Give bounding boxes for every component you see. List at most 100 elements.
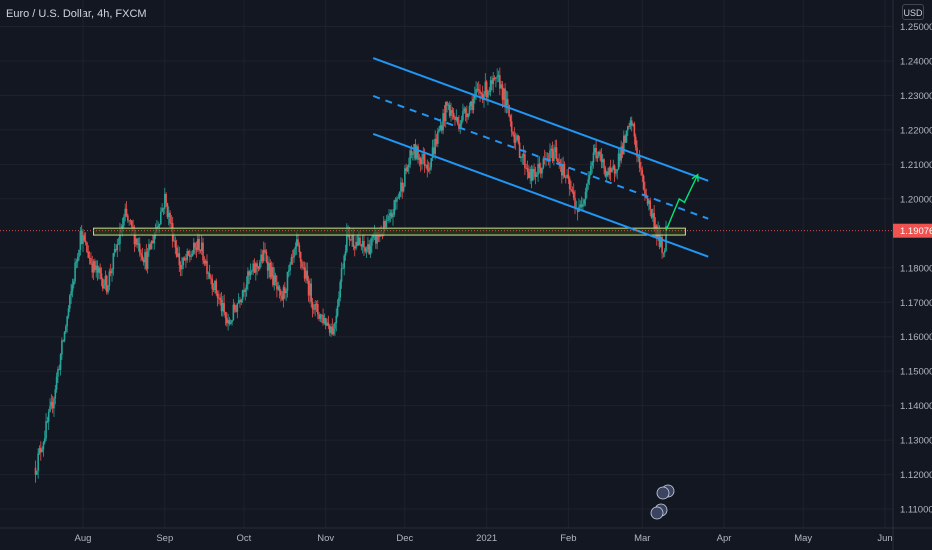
candle-body [101,278,104,289]
grid-layer [0,0,893,528]
candle-body [425,164,427,166]
candle-body [299,251,302,262]
candle-body [161,208,163,212]
candle-body [186,251,189,261]
candle-body [206,260,208,274]
candle-body [116,244,119,251]
candle-body [100,273,103,279]
candle-body [227,320,229,324]
candle-body [444,101,447,122]
last-price-tag [893,223,932,238]
candle-body [208,273,211,278]
candle-body [484,81,487,95]
candle-body [434,138,436,154]
candle-body [239,300,241,303]
candle-body [396,198,398,202]
candle-body [652,213,654,218]
candle-body [311,301,314,309]
candle-body [584,191,587,200]
candle-body [109,271,112,274]
event-marker-icon[interactable] [650,506,664,520]
candle-body [241,290,244,300]
candle-body [46,421,49,423]
candle-body [91,263,94,273]
candle-body [294,246,297,250]
candle-body [107,285,109,293]
candle-body [273,275,276,286]
candle-body [450,110,452,116]
candle-body [467,113,469,118]
candle-body [661,237,663,253]
candle-body [293,249,295,258]
x-tick-label: Mar [634,533,650,544]
candle-body [58,369,61,371]
candle-body [607,171,609,176]
candle-body [223,302,225,313]
candle-body [254,263,257,273]
candle-body [111,269,113,274]
candle-body [39,448,42,453]
candle-body [604,168,607,177]
candle-body [331,326,334,335]
candle-body [330,326,332,333]
candle-body [538,163,541,169]
candle-body [45,421,47,439]
candle-body [207,273,210,274]
candle-body [86,242,88,252]
candle-body [75,261,78,263]
y-tick-label: 1.25000 [900,22,932,33]
candle-body [306,270,309,281]
candle-body [535,175,538,177]
candle-body [530,169,533,181]
channel-lower-line[interactable] [372,132,709,258]
candle-body [532,168,534,181]
candle-body [264,249,266,252]
candle-body [108,271,111,286]
candle-body [529,169,531,179]
candle-body [534,172,537,177]
candle-body [510,121,513,132]
candle-body [485,81,488,98]
candle-body [204,260,207,264]
candle-body [166,203,169,217]
candle-body [595,148,597,159]
candle-body [477,89,480,91]
candle-body [493,77,496,79]
candle-body [37,453,39,471]
candle-body [454,117,456,120]
projection-path[interactable] [665,174,699,231]
event-marker-icon[interactable] [656,486,670,500]
candle-body [313,308,315,310]
x-tick-label: Feb [560,533,576,544]
candle-body [517,135,520,143]
support-zone[interactable] [93,227,686,236]
candle-body [566,174,568,178]
candle-body [170,223,173,224]
candle-body [365,249,368,252]
candle-body [499,75,501,89]
y-tick-label: 1.15000 [900,367,932,378]
candle-body [324,317,327,326]
candle-body [222,302,224,312]
candle-body [42,442,45,450]
candle-body [335,315,338,324]
candle-body [243,290,245,293]
candle-body [475,88,477,95]
candle-body [178,253,181,265]
candle-body [98,267,100,273]
candle-body [153,235,156,244]
y-tick-label: 1.11000 [900,505,932,516]
candle-body [149,244,152,250]
channel-upper-line[interactable] [372,57,709,182]
candle-body [509,116,512,122]
candle-body [402,186,405,192]
candle-body [219,297,221,300]
candle-body [305,270,307,279]
candle-body [591,162,593,166]
y-tick-label: 1.22000 [900,125,932,136]
y-tick-label: 1.14000 [900,401,932,412]
currency-badge[interactable]: USD [902,4,924,20]
candle-body [277,286,280,290]
candle-body [468,105,471,114]
